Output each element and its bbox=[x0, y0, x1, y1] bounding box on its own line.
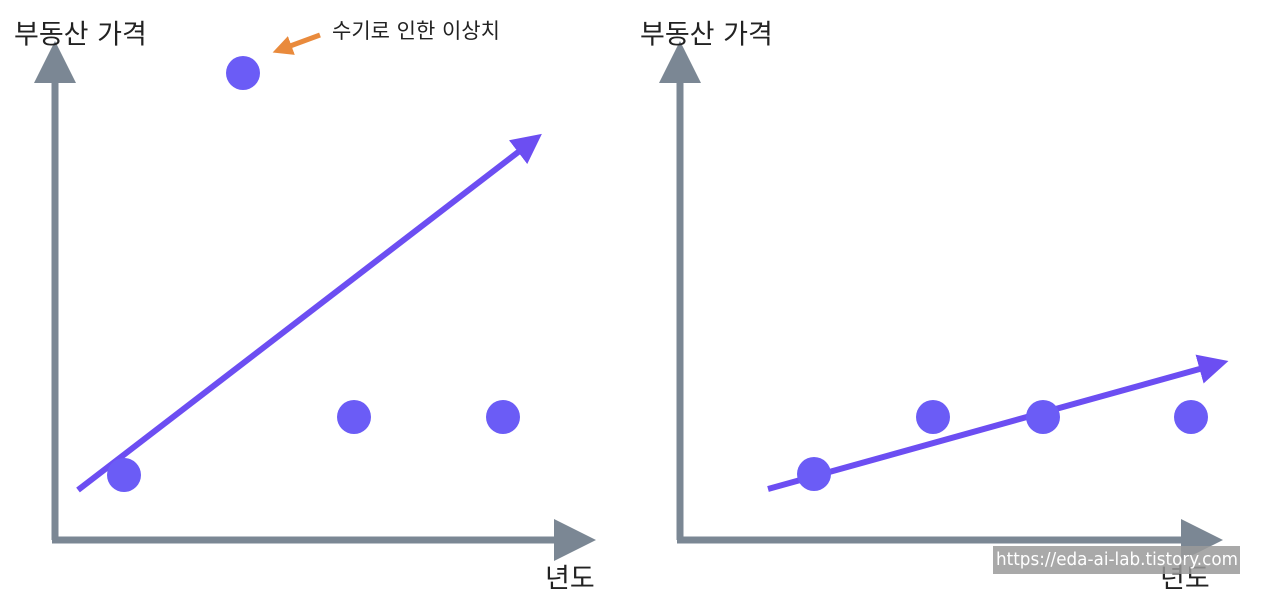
point bbox=[916, 400, 950, 434]
point bbox=[337, 400, 371, 434]
watermark: https://eda-ai-lab.tistory.com bbox=[996, 549, 1238, 570]
right-panel: 부동산 가격 년도 bbox=[640, 20, 1229, 595]
point bbox=[486, 400, 520, 434]
annotation-arrow bbox=[272, 32, 321, 55]
point bbox=[797, 457, 831, 491]
annotation: 수기로 인한 이상치 bbox=[332, 19, 500, 43]
point bbox=[1174, 400, 1208, 434]
watermark-box bbox=[993, 546, 1240, 574]
point bbox=[1026, 400, 1060, 434]
x-label: 년도 bbox=[545, 564, 595, 595]
point bbox=[107, 458, 141, 492]
left-panel: 부동산 가격 년도 수기로 인한 이상치 bbox=[14, 19, 596, 595]
y-label: 부동산 가격 bbox=[14, 20, 147, 51]
trend-line bbox=[767, 354, 1229, 492]
trend-line bbox=[76, 133, 542, 493]
y-label: 부동산 가격 bbox=[640, 20, 773, 51]
outlier-point bbox=[226, 56, 260, 90]
